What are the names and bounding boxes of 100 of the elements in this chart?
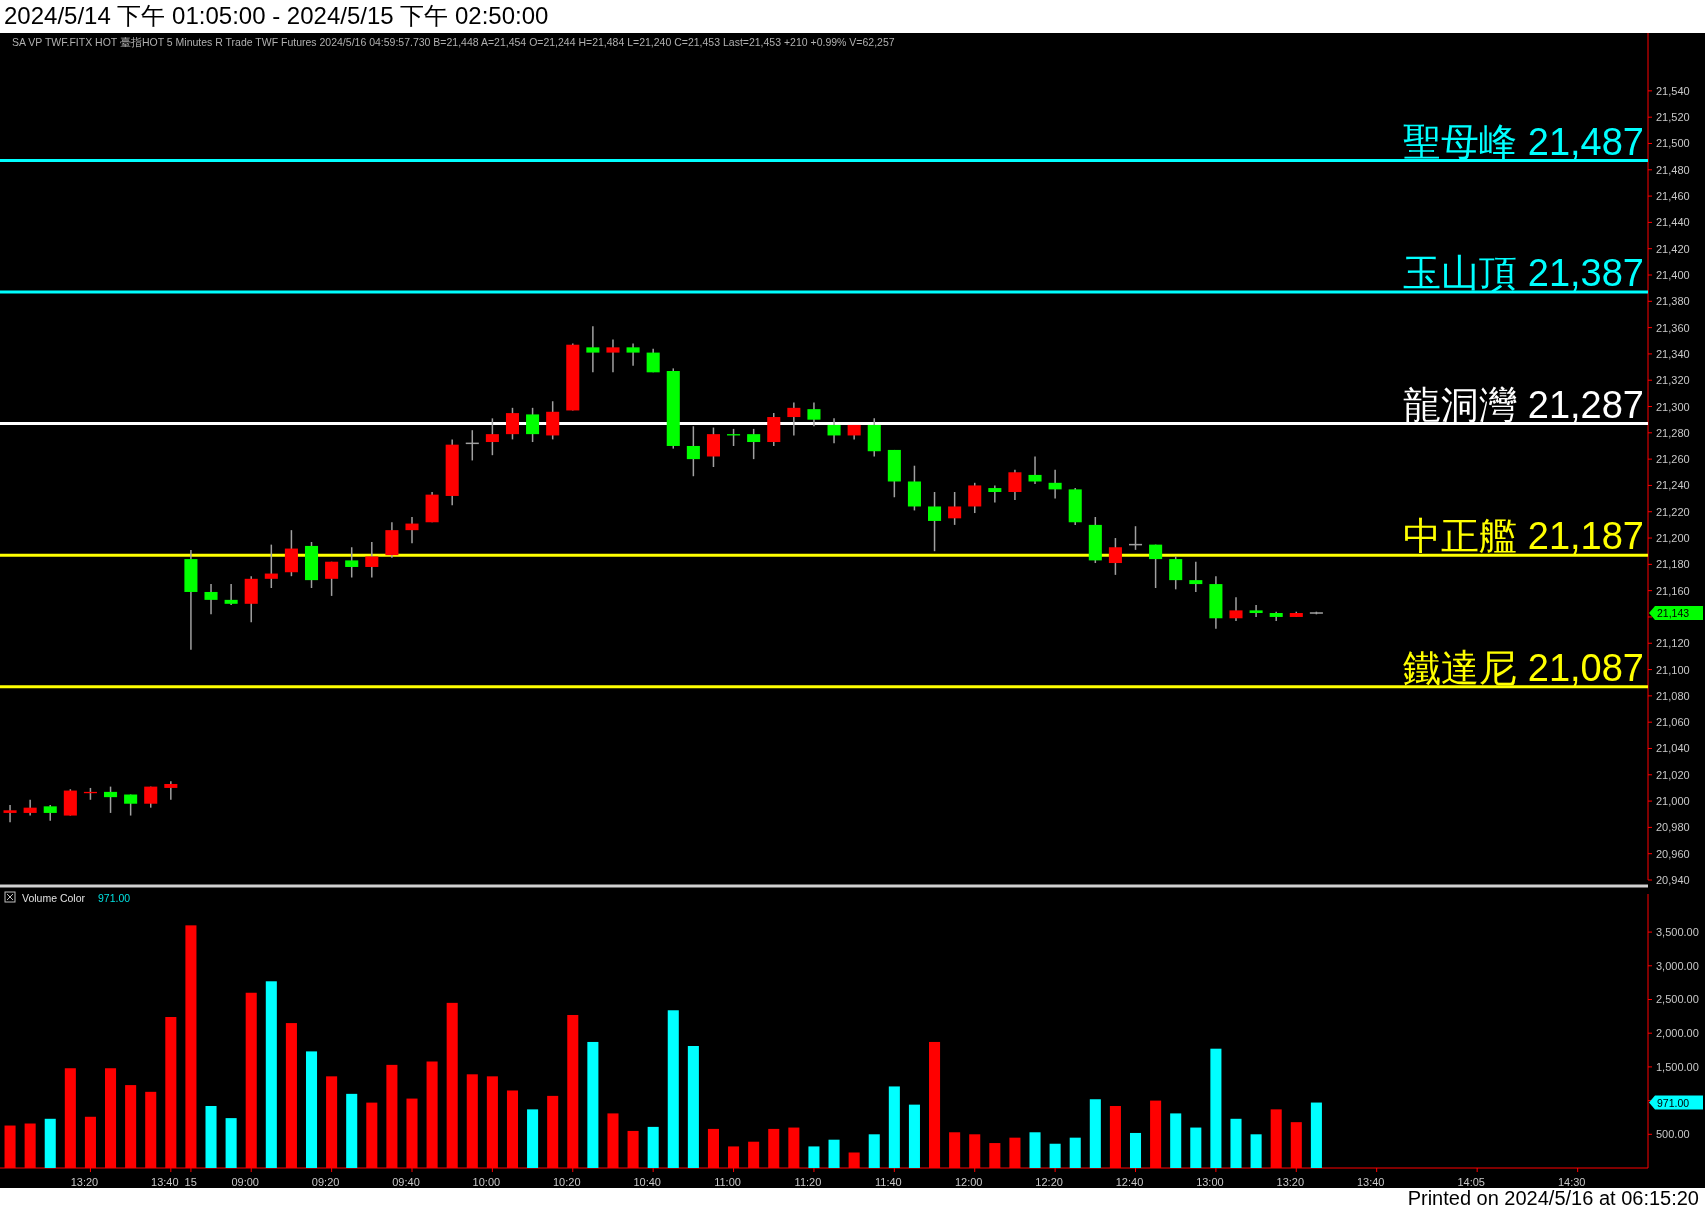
- bar: [868, 1134, 880, 1168]
- candlestick: [1028, 455, 1042, 485]
- candlestick: [787, 401, 801, 437]
- y-tick-label: 3,500.00: [1656, 926, 1699, 939]
- candlestick: [405, 516, 419, 545]
- ref-line-label: 中正艦 21,187: [1403, 515, 1644, 558]
- candlestick: [1008, 468, 1022, 501]
- chart-subtitle: SA VP TWF.FITX HOT 臺指HOT 5 Minutes R Trade TWF Futures 2024/5/16 04:59:57.730 B=21,448 A=21,454 O=21,244 H=21,484 L=21,240 C=21,453 Last=21,453 +210 +0.99% V=62,257: [12, 36, 895, 48]
- x-tick-label: 13:20: [1276, 1176, 1305, 1188]
- bar: [1230, 1118, 1242, 1168]
- chart-title: 2024/5/14 下午 01:05:00 - 2024/5/15 下午 02:50:00: [4, 2, 549, 29]
- bar: [205, 1105, 217, 1168]
- candlestick: [1169, 555, 1183, 591]
- y-tick-label: 21,400: [1656, 269, 1690, 281]
- y-tick-label: 20,980: [1656, 821, 1690, 834]
- x-tick-label: 11:20: [794, 1176, 822, 1188]
- y-tick-label: 21,460: [1656, 190, 1690, 203]
- candlestick: [325, 560, 339, 597]
- candlestick: [1048, 468, 1062, 500]
- bar: [1310, 1102, 1322, 1168]
- candlestick: [485, 417, 499, 456]
- candlestick: [1108, 537, 1122, 576]
- x-tick-label: 10:00: [472, 1176, 501, 1188]
- candlestick: [1229, 596, 1243, 622]
- bar: [908, 1104, 920, 1168]
- candlestick: [3, 804, 17, 823]
- candlestick: [224, 583, 238, 606]
- bar: [1129, 1132, 1142, 1168]
- x-tick-label: 13:00: [1196, 1176, 1224, 1188]
- candlestick: [747, 428, 761, 460]
- candlestick: [526, 407, 540, 443]
- bar: [265, 981, 277, 1168]
- y-tick-label: 21,020: [1656, 768, 1690, 781]
- candlestick: [1149, 543, 1163, 589]
- y-tick-label: 21,520: [1656, 111, 1690, 124]
- x-tick-label: 09:00: [231, 1176, 259, 1188]
- text: 21,143: [1657, 607, 1690, 620]
- y-tick-label: 2,000.00: [1656, 1027, 1699, 1040]
- y-tick-label: 21,360: [1656, 321, 1690, 334]
- candlestick: [948, 491, 962, 526]
- candlestick: [586, 325, 600, 374]
- candlestick: [606, 338, 620, 374]
- candlestick: [626, 342, 640, 367]
- x-tick-label: 12:20: [1035, 1176, 1063, 1188]
- candlestick: [1189, 560, 1203, 593]
- y-tick-label: 3,000.00: [1656, 959, 1699, 972]
- bar: [1170, 1113, 1182, 1168]
- candlestick: [546, 400, 560, 441]
- y-tick-label: 20,960: [1656, 847, 1690, 860]
- y-tick-label: 21,260: [1656, 453, 1690, 466]
- y-tick-label: 21,380: [1656, 295, 1690, 308]
- x-tick-label: 10:20: [553, 1176, 581, 1188]
- x-tick-label: 13:40: [1356, 1176, 1385, 1188]
- candlestick: [807, 401, 821, 427]
- bar: [1049, 1143, 1061, 1168]
- x-tick-label: 11:40: [874, 1176, 902, 1188]
- y-tick-label: 20,940: [1656, 874, 1690, 886]
- ref-line-label: 聖母峰 21,487: [1403, 120, 1644, 163]
- y-tick-label: 21,120: [1656, 637, 1690, 650]
- x-tick-label: 09:20: [311, 1176, 340, 1188]
- x-tick-label: 14:05: [1457, 1176, 1485, 1188]
- ref-line-label: 玉山頂 21,387: [1403, 252, 1644, 295]
- y-tick-label: 21,320: [1656, 374, 1690, 387]
- x-tick-label: 09:40: [392, 1176, 420, 1188]
- bar: [346, 1093, 358, 1168]
- candlestick: [968, 482, 982, 514]
- y-tick-label: 21,200: [1656, 532, 1690, 545]
- bar: [888, 1086, 900, 1168]
- y-tick-label: 21,440: [1656, 216, 1690, 229]
- y-tick-label: 21,240: [1656, 479, 1690, 492]
- x-tick-label: 12:40: [1115, 1176, 1144, 1188]
- y-tick-label: 21,080: [1656, 689, 1690, 702]
- x-tick-label: 14:30: [1557, 1176, 1586, 1188]
- bar: [1210, 1048, 1222, 1168]
- y-tick-label: 21,540: [1656, 84, 1690, 97]
- x-tick-label: 10:40: [633, 1176, 661, 1188]
- y-tick-label: 21,060: [1656, 716, 1690, 729]
- bar: [808, 1146, 820, 1168]
- ref-line-label: 鐵達尼 21,087: [1403, 646, 1644, 689]
- bar: [828, 1139, 840, 1168]
- x-tick-label: 12:00: [954, 1176, 983, 1188]
- candlestick: [988, 484, 1002, 504]
- bar: [1089, 1099, 1101, 1168]
- y-tick-label: 21,160: [1656, 584, 1690, 597]
- y-tick-label: 21,220: [1656, 505, 1690, 518]
- y-tick-label: 21,500: [1656, 137, 1690, 150]
- bar: [225, 1118, 237, 1168]
- candlestick: [104, 785, 118, 814]
- x-tick-label: 11:00: [714, 1176, 741, 1188]
- y-tick-label: 21,300: [1656, 400, 1690, 413]
- y-tick-label: 500.00: [1656, 1128, 1690, 1141]
- candlestick: [264, 543, 278, 589]
- candlestick: [345, 546, 359, 579]
- bar: [527, 1109, 539, 1168]
- bar: [1069, 1137, 1081, 1168]
- y-tick-label: 21,040: [1656, 742, 1690, 755]
- y-tick-label: 21,480: [1656, 163, 1690, 176]
- y-tick-label: 21,280: [1656, 426, 1690, 439]
- y-tick-label: 21,180: [1656, 558, 1690, 571]
- bar: [1190, 1127, 1202, 1168]
